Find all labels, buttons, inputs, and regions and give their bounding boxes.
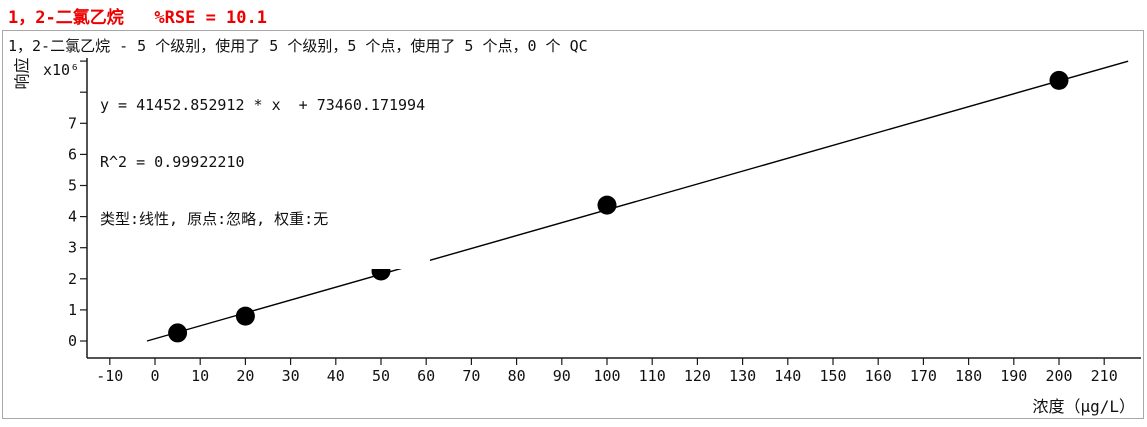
- x-tick-label: 10: [191, 367, 209, 385]
- x-tick-label: 190: [1000, 367, 1027, 385]
- x-tick-label: 50: [372, 367, 390, 385]
- x-tick-label: 110: [639, 367, 666, 385]
- x-tick-label: 20: [236, 367, 254, 385]
- x-tick-label: 60: [417, 367, 435, 385]
- plot-svg: -10 0 10 20 30 40 50 60 70 80 90 100 110 120 130 140 150…: [68, 58, 1141, 385]
- y-tick-label: 6: [68, 145, 77, 163]
- x-tick-label: 130: [729, 367, 756, 385]
- x-tick-label: 70: [462, 367, 480, 385]
- x-tick-label: 200: [1045, 367, 1072, 385]
- chart-title: 1，2-二氯乙烷 %RSE = 10.1: [8, 8, 267, 28]
- y-tick-label: 4: [68, 208, 77, 226]
- x-tick-label: 150: [819, 367, 846, 385]
- y-tick-label: 0: [68, 332, 77, 350]
- y-tick-label: 1: [68, 301, 77, 319]
- x-tick-label: 180: [955, 367, 982, 385]
- data-point[interactable]: [168, 323, 188, 343]
- y-axis-multiplier-label: x10⁶: [43, 61, 80, 79]
- y-tick-label: 5: [68, 177, 77, 195]
- fit-r-squared-line: R^2 = 0.99922210: [100, 153, 245, 171]
- data-point[interactable]: [1049, 70, 1069, 90]
- calibration-chart-panel: -10 0 10 20 30 40 50 60 70 80 90 100 110 120 130 140 150…: [2, 30, 1144, 419]
- chart-subtitle: 1，2-二氯乙烷 - 5 个级别，使用了 5 个级别，5 个点，使用了 5 个点…: [8, 35, 588, 56]
- x-tick-label: 160: [865, 367, 892, 385]
- y-axis-label: 响应: [12, 57, 32, 90]
- x-tick-label: 100: [593, 367, 620, 385]
- x-tick-label: 120: [684, 367, 711, 385]
- x-axis-label: 浓度（µg/L）: [1032, 397, 1135, 416]
- x-tick-label: 210: [1091, 367, 1118, 385]
- x-tick-label: 40: [327, 367, 345, 385]
- fit-equation-block: y = 41452.852912 * x + 73460.171994 R^2 …: [98, 58, 431, 269]
- x-tick-label: 170: [910, 367, 937, 385]
- data-point[interactable]: [235, 306, 255, 326]
- x-tick-label: 140: [774, 367, 801, 385]
- fit-equation-line: y = 41452.852912 * x + 73460.171994: [100, 96, 426, 114]
- y-tick-label: 2: [68, 270, 77, 288]
- x-tick-label: 80: [508, 367, 526, 385]
- fit-settings-line: 类型:线性, 原点:忽略, 权重:无: [100, 210, 329, 228]
- x-tick-label: 0: [150, 367, 159, 385]
- data-point[interactable]: [597, 195, 617, 215]
- regression-line: [146, 60, 1129, 342]
- y-tick-label: 3: [68, 239, 77, 257]
- x-tick-label: -10: [96, 367, 123, 385]
- x-tick-label: 90: [553, 367, 571, 385]
- x-tick-label: 30: [282, 367, 300, 385]
- y-tick-label: 7: [68, 114, 77, 132]
